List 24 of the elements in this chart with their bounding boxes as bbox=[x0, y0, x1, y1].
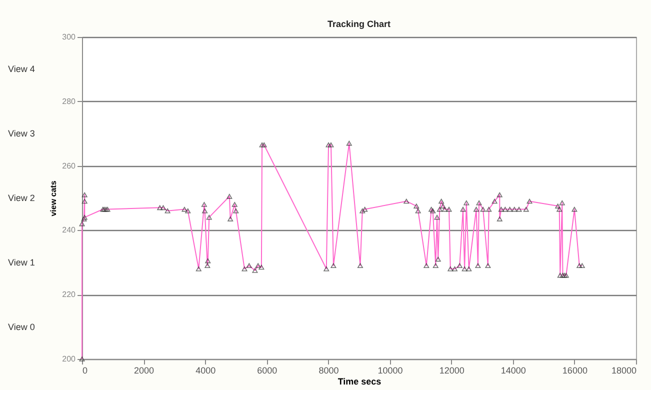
text: View 4 bbox=[8, 64, 35, 74]
y-tick-label: 200 bbox=[62, 354, 76, 364]
x-tick-label: 18000 bbox=[611, 366, 636, 376]
text: View 0 bbox=[8, 322, 35, 332]
x-tick-label: 12000 bbox=[439, 366, 464, 376]
y-axis-title: view cats bbox=[49, 180, 58, 216]
text: View 1 bbox=[8, 257, 35, 268]
x-tick-label: 2000 bbox=[134, 366, 154, 376]
x-tick-label: 16000 bbox=[562, 366, 588, 376]
x-tick-label: 8000 bbox=[318, 366, 339, 376]
text: View 3 bbox=[8, 128, 35, 139]
x-tick-label: 6000 bbox=[257, 366, 278, 376]
x-tick-label: 14000 bbox=[500, 366, 526, 376]
x-tick-label: 10000 bbox=[378, 366, 403, 376]
text: View 2 bbox=[8, 193, 35, 203]
x-axis-title: Time secs bbox=[338, 376, 382, 386]
chart-title: Tracking Chart bbox=[327, 19, 391, 29]
y-tick-label: 220 bbox=[62, 290, 76, 300]
x-tick-label: 0 bbox=[82, 366, 88, 376]
y-tick-label: 260 bbox=[62, 161, 76, 170]
y-tick-label: 300 bbox=[62, 32, 76, 42]
y-tick-label: 280 bbox=[62, 96, 76, 106]
y-tick-label: 240 bbox=[62, 226, 76, 235]
x-tick-label: 4000 bbox=[196, 366, 216, 376]
